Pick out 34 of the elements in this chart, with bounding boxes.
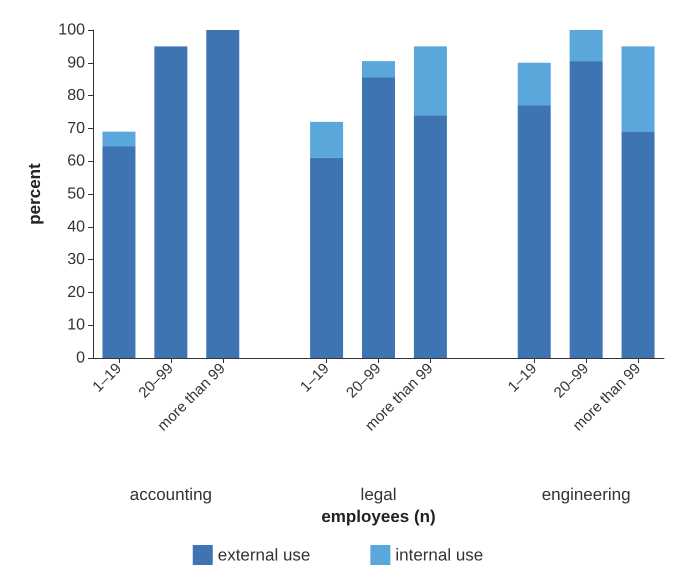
bar (414, 115, 447, 358)
y-tick-label: 60 (67, 152, 86, 170)
y-tick-label: 70 (67, 120, 86, 137)
bar (518, 62, 551, 106)
y-tick-label: 20 (67, 284, 86, 301)
y-tick-label: 0 (76, 350, 86, 366)
x-axis-title: employees (n) (321, 507, 436, 526)
bar (206, 30, 240, 358)
bar (310, 158, 344, 358)
bar (622, 46, 655, 132)
bar (518, 105, 551, 358)
y-tick-label: 80 (67, 87, 86, 104)
y-tick-label: 40 (67, 218, 86, 236)
y-axis-title: percent (25, 162, 44, 225)
bar (570, 30, 603, 62)
text: legal (360, 485, 396, 504)
bar (310, 122, 344, 158)
bar (414, 46, 447, 116)
y-tick-label: 10 (67, 316, 86, 334)
y-tick-label: 90 (67, 54, 86, 72)
legend-label: external use (218, 546, 310, 564)
text: accounting (130, 485, 212, 504)
bar (102, 132, 136, 146)
bar (570, 61, 603, 358)
bar (362, 61, 395, 78)
y-tick-label: 100 (58, 22, 86, 38)
bar (362, 78, 395, 358)
bar (102, 146, 136, 358)
legend-label: internal use (395, 546, 484, 564)
bar (154, 46, 188, 358)
bar (622, 132, 655, 358)
y-tick-label: 50 (67, 186, 86, 202)
text: engineering (542, 485, 631, 504)
y-tick-label: 30 (67, 251, 86, 268)
